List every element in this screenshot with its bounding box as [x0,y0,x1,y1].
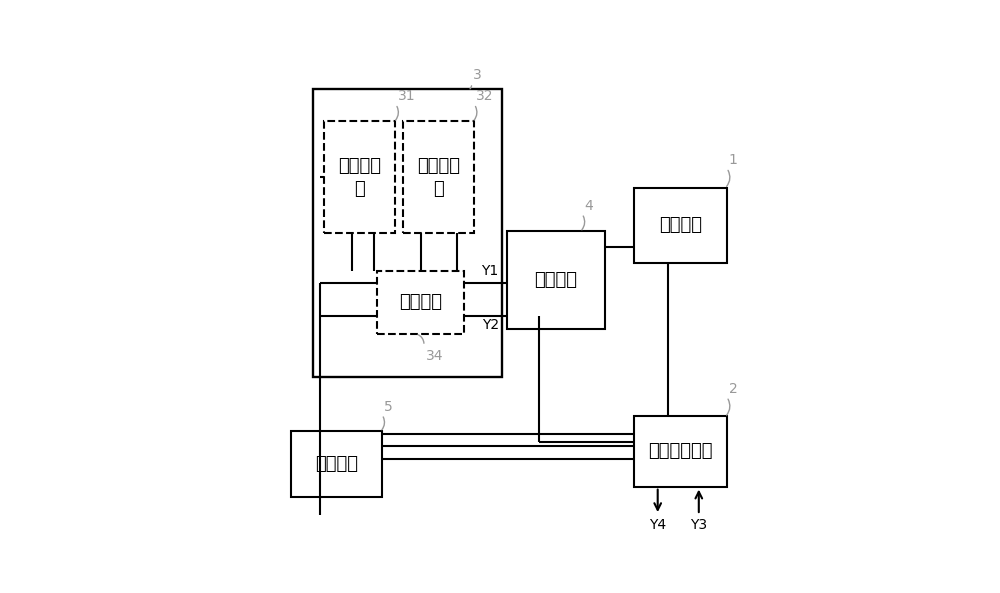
Text: 装载端辅
具: 装载端辅 具 [338,157,381,198]
Text: 主阀模块: 主阀模块 [535,271,578,289]
Text: 34: 34 [426,349,443,363]
Text: Y3: Y3 [690,518,707,532]
Text: 31: 31 [398,89,416,103]
FancyBboxPatch shape [507,231,605,329]
FancyBboxPatch shape [403,122,474,233]
FancyBboxPatch shape [634,187,727,263]
Text: 手柄切换模块: 手柄切换模块 [648,442,713,460]
Text: 5: 5 [384,400,393,414]
FancyBboxPatch shape [634,416,727,487]
Text: 切换阀块: 切换阀块 [399,293,442,311]
Text: 32: 32 [476,89,494,103]
Text: Y1: Y1 [482,264,499,278]
Text: 3: 3 [473,68,482,82]
FancyBboxPatch shape [377,270,464,334]
Text: 挖掘端辅
具: 挖掘端辅 具 [417,157,460,198]
Text: 控制模块: 控制模块 [659,216,702,234]
Text: 2: 2 [729,382,738,396]
Text: Y4: Y4 [649,518,666,532]
Text: 4: 4 [584,199,593,213]
FancyBboxPatch shape [291,431,382,497]
Text: Y2: Y2 [482,318,499,331]
Text: 1: 1 [729,153,738,167]
Text: 切换开关: 切换开关 [315,455,358,473]
FancyBboxPatch shape [324,122,395,233]
FancyBboxPatch shape [313,90,502,377]
